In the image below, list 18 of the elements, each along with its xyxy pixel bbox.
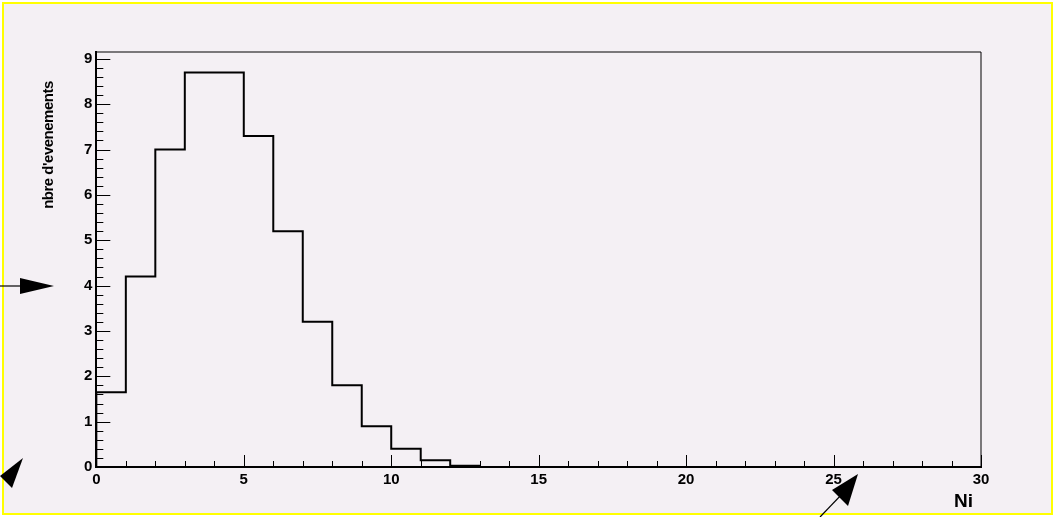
y-tick-label: 8	[84, 94, 93, 112]
y-tick-label: 6	[84, 185, 93, 203]
x-axis-title: Ni	[954, 490, 973, 512]
y-axis-title: nbre d'evenements	[38, 81, 56, 209]
y-tick-label: 1	[84, 411, 93, 429]
x-tick-label: 25	[825, 470, 842, 488]
x-tick-label: 5	[239, 470, 248, 488]
y-tick-label: 0	[84, 457, 93, 475]
y-tick-label: 9	[84, 48, 93, 66]
y-tick-label: 4	[84, 275, 93, 293]
x-tick-label: 15	[530, 470, 548, 488]
y-tick-label: 5	[84, 230, 93, 248]
x-tick-label: 10	[382, 470, 400, 488]
y-tick-label: 3	[84, 321, 93, 339]
y-tick-label: 7	[84, 139, 93, 157]
x-tick-label: 30	[972, 470, 990, 488]
x-tick-label: 20	[677, 470, 695, 488]
y-tick-label: 2	[84, 366, 93, 384]
